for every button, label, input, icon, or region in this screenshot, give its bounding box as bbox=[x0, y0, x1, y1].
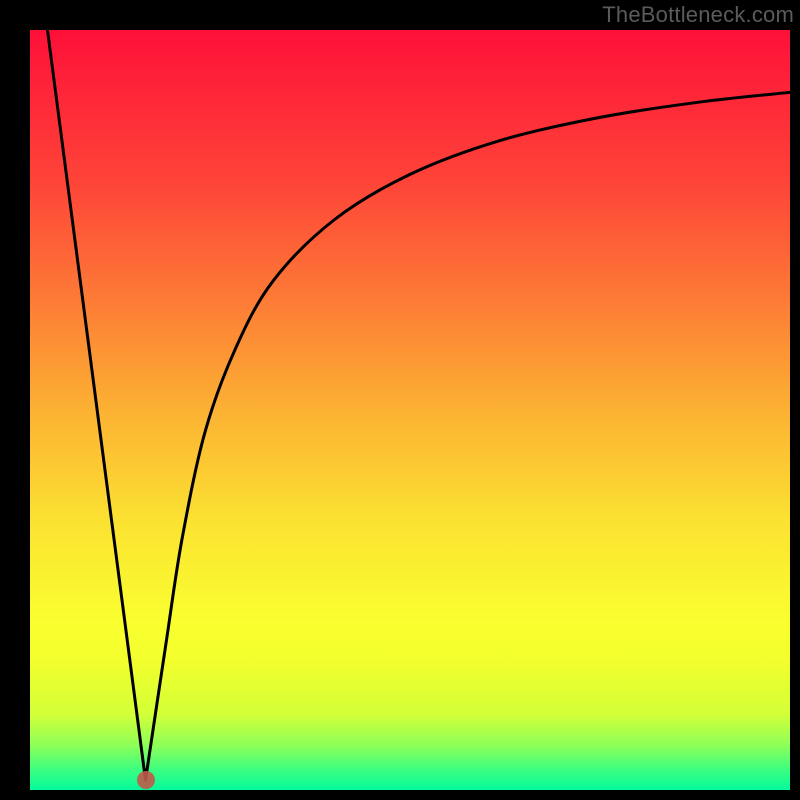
bottleneck-curve bbox=[47, 30, 790, 780]
chart-frame: TheBottleneck.com bbox=[0, 0, 800, 800]
minimum-marker bbox=[137, 771, 155, 789]
plot-area bbox=[30, 30, 790, 790]
curve-layer bbox=[30, 30, 790, 790]
watermark-text: TheBottleneck.com bbox=[602, 2, 794, 28]
